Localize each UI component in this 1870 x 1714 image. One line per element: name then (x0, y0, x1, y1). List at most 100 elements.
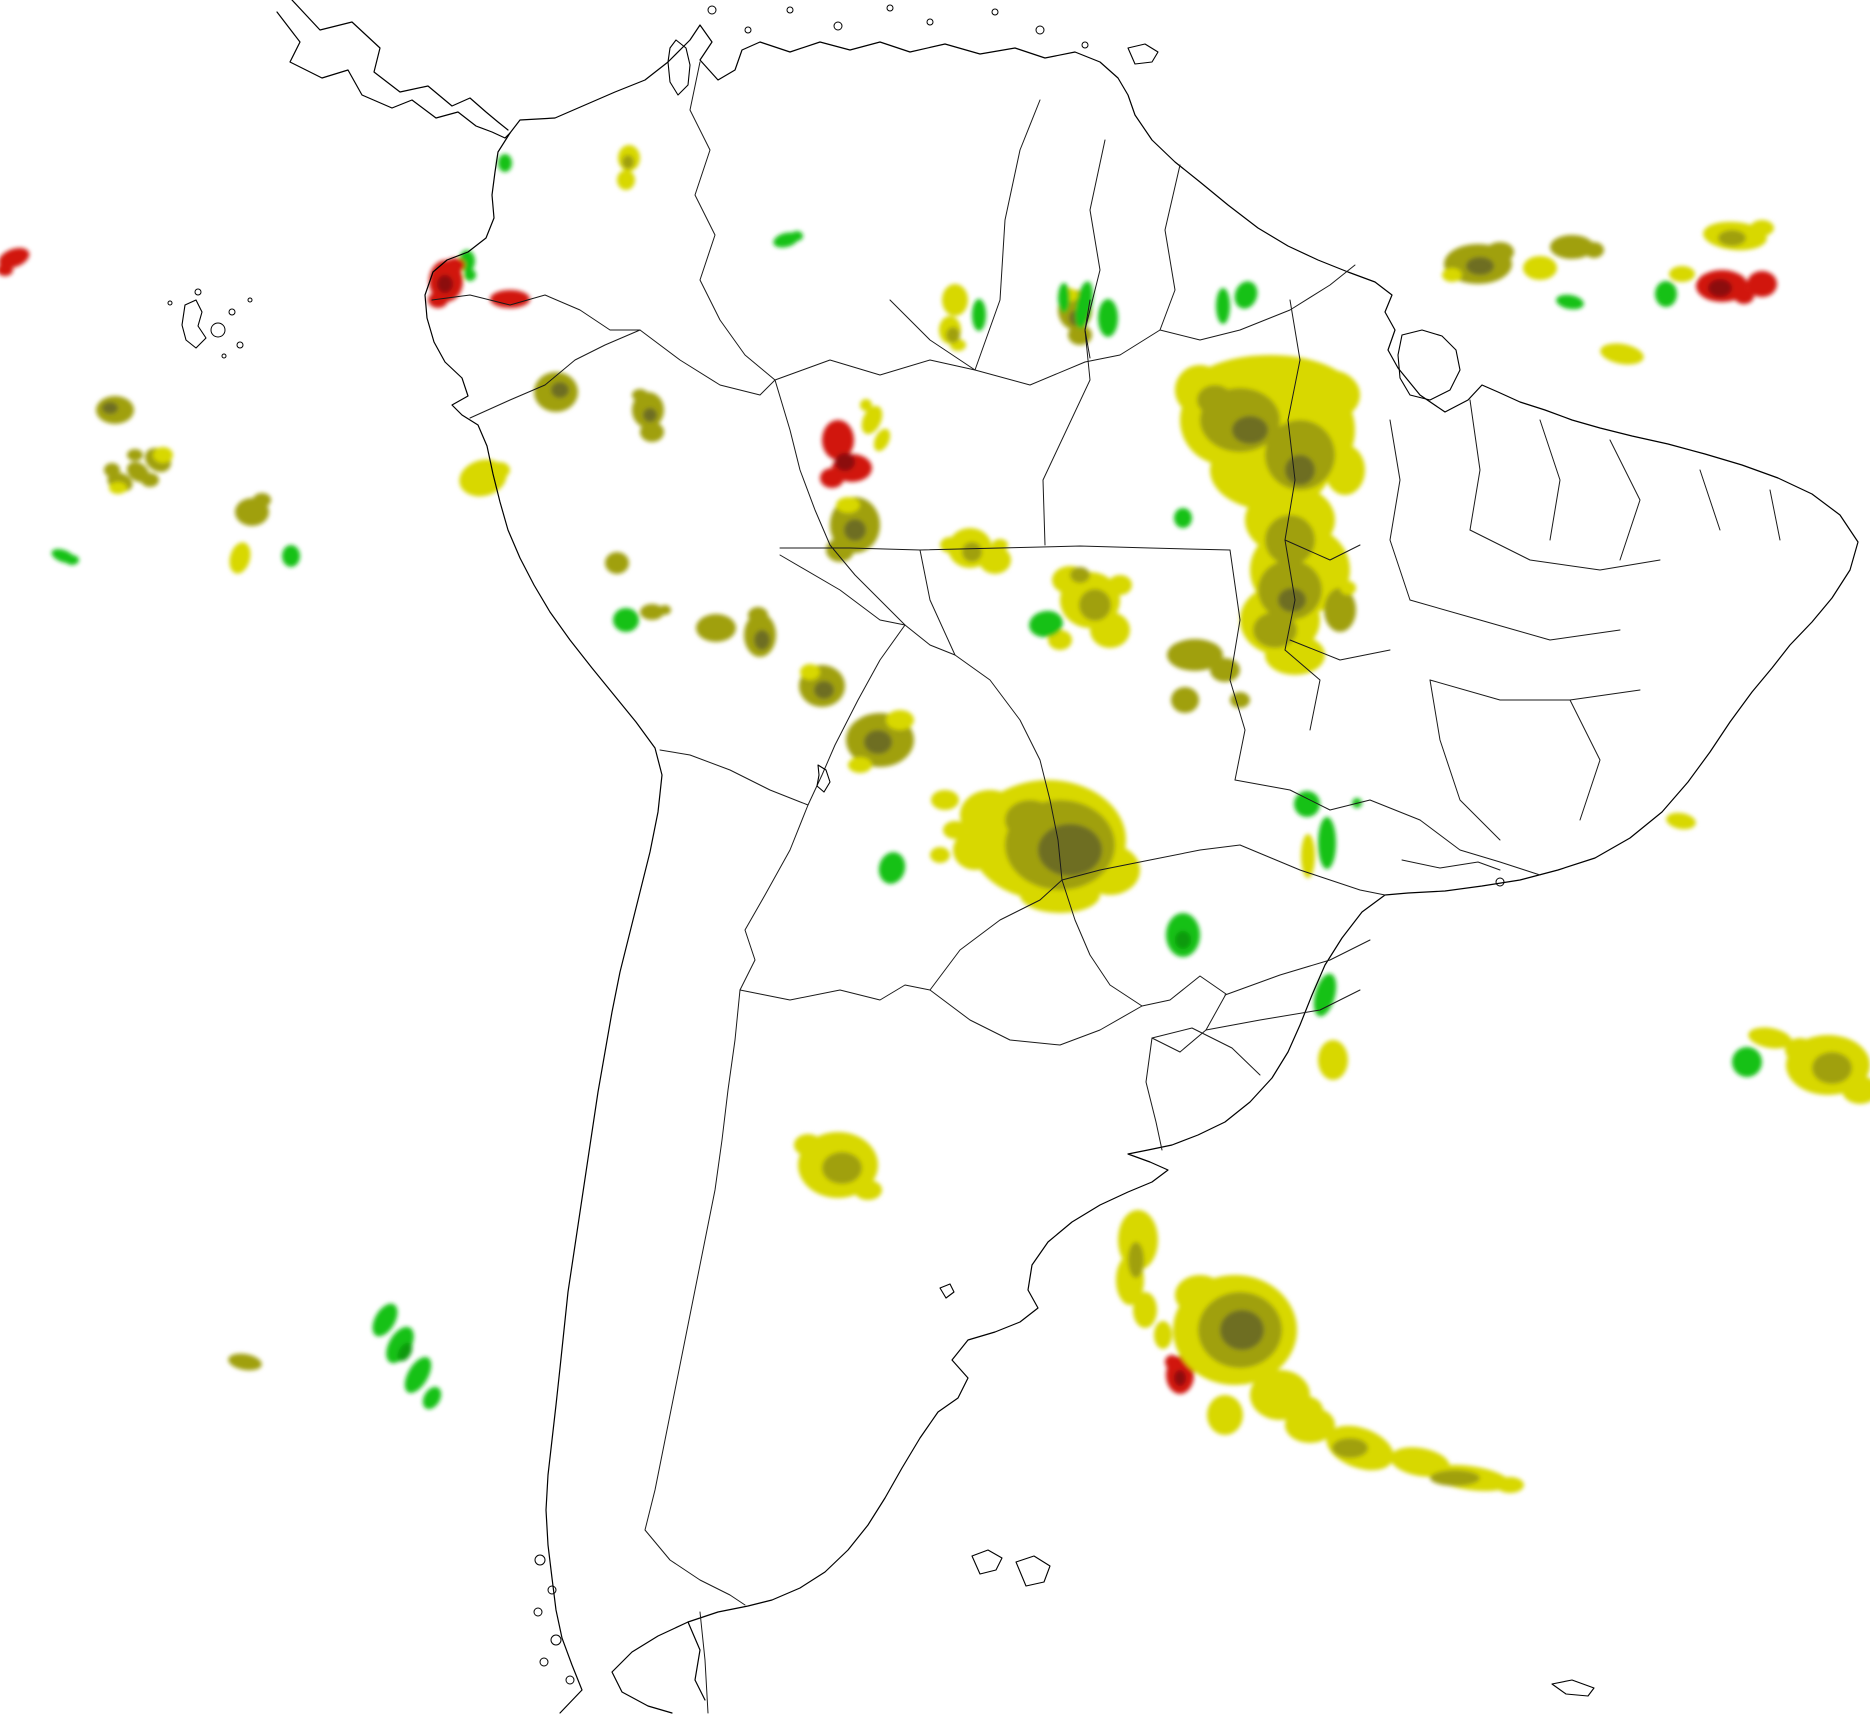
weather-cell-olive (1070, 567, 1111, 621)
weather-cell-olive (822, 1152, 862, 1184)
weather-cell-part (229, 542, 251, 574)
weather-cell-part (422, 1386, 442, 1410)
weather-cell-part (1058, 283, 1070, 313)
coastline (687, 1621, 706, 1701)
islet-outline (547, 1585, 557, 1595)
weather-cell-dark_red (835, 453, 855, 471)
weather-cell-part (551, 382, 569, 398)
weather-cell-part (640, 422, 664, 442)
weather-cell-olive (640, 604, 671, 620)
weather-cell-yellow (1523, 256, 1557, 280)
weather-cell-part (826, 538, 854, 562)
island-outline (1397, 329, 1461, 401)
admin-border (689, 61, 776, 381)
weather-cell-green (878, 852, 906, 884)
weather-cell-part (1232, 416, 1268, 444)
island-outline (1127, 43, 1159, 65)
weather-cell-part (1174, 508, 1192, 528)
weather-cell-part (617, 170, 635, 190)
admin-border (1569, 699, 1601, 821)
weather-cell-olive (1812, 1052, 1852, 1084)
coastline (509, 24, 1859, 1714)
weather-cell-part (1340, 581, 1356, 595)
weather-cell-part (1718, 230, 1746, 246)
weather-cell-part (822, 1152, 862, 1184)
weather-cell-part (404, 1356, 432, 1394)
weather-cell-dark_green (397, 1342, 413, 1362)
weather-cell-olive (1718, 230, 1746, 246)
weather-cell-olive (228, 1353, 262, 1371)
islet-outline (1081, 41, 1089, 49)
admin-border (739, 984, 931, 1001)
islet-outline (228, 308, 236, 316)
admin-border (1469, 399, 1481, 531)
weather-cell-part (696, 614, 736, 642)
weather-cell-yellow (860, 399, 891, 452)
admin-border (954, 654, 1063, 881)
weather-cell-part (622, 155, 634, 169)
admin-border (929, 879, 1063, 991)
weather-cell-green (773, 231, 803, 248)
weather-cell-yellow (1748, 1027, 1792, 1049)
weather-cell-part (848, 757, 872, 773)
weather-cell-part (1486, 242, 1514, 262)
weather-cell-part (1669, 266, 1695, 282)
admin-border (1151, 1027, 1261, 1076)
weather-cell-part (153, 447, 173, 463)
admin-border (1159, 164, 1181, 331)
weather-cell-part (1785, 1038, 1815, 1062)
weather-cell-part (748, 607, 768, 623)
islet-outline (1495, 877, 1505, 887)
island-outline (181, 299, 207, 349)
island-outline (816, 764, 831, 793)
weather-cell-part (464, 269, 476, 281)
islet-outline (534, 1554, 546, 1566)
admin-border (1429, 679, 1501, 841)
weather-cell-dark_olive (844, 519, 866, 541)
weather-cell-part (835, 453, 855, 471)
weather-cell-green (1216, 281, 1258, 324)
admin-border (889, 299, 976, 371)
admin-border (779, 554, 906, 626)
weather-cell-part (428, 292, 448, 308)
weather-cell-part (1442, 268, 1462, 282)
islet-outline (991, 8, 999, 16)
weather-cell-dark_olive (102, 402, 118, 414)
weather-cell-green (1294, 791, 1320, 817)
weather-cell-part (931, 790, 959, 810)
weather-cell-part (1038, 824, 1102, 876)
admin-border (1141, 975, 1227, 1053)
admin-border (1284, 649, 1321, 731)
weather-cell-green (1174, 508, 1192, 528)
cloud-cluster-layer (0, 145, 1870, 1493)
weather-cell-part (1325, 445, 1365, 495)
weather-cell-part (437, 275, 453, 293)
weather-cell-dark_red (1708, 279, 1732, 297)
islet-outline (744, 26, 752, 34)
weather-cell-yellow (229, 542, 251, 574)
admin-border (1229, 549, 1246, 781)
admin-border (807, 624, 906, 806)
weather-cell-part (1278, 588, 1306, 612)
weather-cell-part (605, 552, 629, 574)
weather-cell-part (1210, 658, 1240, 682)
weather-cell-part (1300, 370, 1360, 420)
weather-cell-green (372, 1303, 442, 1410)
weather-cell-part (228, 1353, 262, 1371)
weather-cell-part (490, 462, 510, 478)
weather-cell-part (1048, 630, 1072, 650)
weather-cell-part (1167, 639, 1223, 671)
weather-cell-green (498, 154, 512, 172)
admin-border (431, 294, 641, 331)
weather-cell-dark_olive (551, 382, 569, 398)
weather-cell-part (1128, 1242, 1144, 1278)
weather-cell-part (104, 463, 120, 477)
weather-cell-part (1133, 1292, 1157, 1328)
admin-border (1061, 844, 1241, 881)
weather-cell-part (1734, 288, 1754, 304)
weather-cell-part (1301, 834, 1315, 878)
weather-cell-dark_red (1174, 1370, 1186, 1386)
weather-cell-dark_olive (814, 681, 834, 699)
weather-cell-dark_olive (643, 408, 657, 422)
